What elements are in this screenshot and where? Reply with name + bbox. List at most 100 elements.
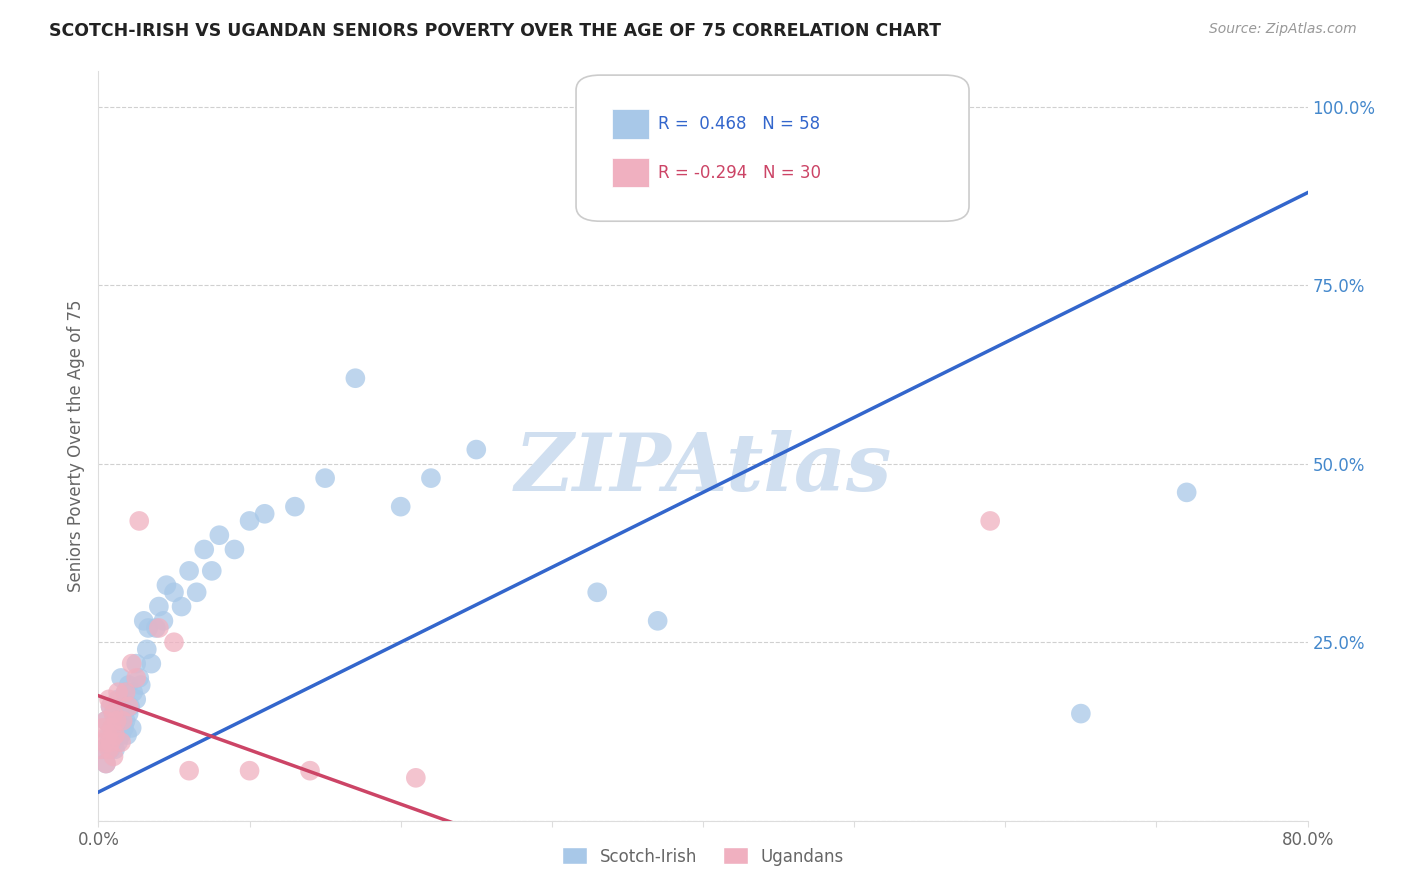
Point [128,514,150,528]
Point [129,678,152,692]
Point [389,500,412,514]
Point [163,585,186,599]
Point [148,621,170,635]
Text: SCOTCH-IRISH VS UGANDAN SENIORS POVERTY OVER THE AGE OF 75 CORRELATION CHART: SCOTCH-IRISH VS UGANDAN SENIORS POVERTY … [49,22,941,40]
Point [239,764,262,778]
Point [163,635,186,649]
Point [179,764,201,778]
Point [101,728,124,742]
Point [114,714,136,728]
Point [201,564,224,578]
Point [193,542,215,557]
Point [299,764,322,778]
Point [111,714,134,728]
Point [1070,706,1092,721]
Point [107,692,129,706]
FancyBboxPatch shape [613,109,648,139]
Point [344,371,367,385]
Point [100,735,122,749]
Point [93,735,115,749]
Point [132,614,155,628]
Point [118,678,141,692]
Point [110,728,132,742]
Point [420,471,443,485]
Point [98,742,121,756]
Text: ZIPAtlas: ZIPAtlas [515,430,891,508]
Point [110,735,132,749]
Point [253,507,276,521]
Text: R = -0.294   N = 30: R = -0.294 N = 30 [658,163,821,181]
Point [128,671,150,685]
Point [112,721,135,735]
Point [314,471,336,485]
Point [125,692,148,706]
Text: R =  0.468   N = 58: R = 0.468 N = 58 [658,115,820,133]
Point [94,756,117,771]
Point [91,742,114,756]
Point [98,728,121,742]
Point [979,514,1001,528]
Point [118,699,141,714]
Point [239,514,262,528]
Point [125,671,148,685]
Point [94,714,117,728]
Point [224,542,246,557]
FancyBboxPatch shape [576,75,969,221]
Point [107,685,129,699]
Y-axis label: Seniors Poverty Over the Age of 75: Seniors Poverty Over the Age of 75 [66,300,84,592]
Point [103,749,125,764]
Point [186,585,208,599]
Point [141,657,163,671]
Point [115,728,138,742]
Point [647,614,669,628]
Point [586,585,609,599]
Point [148,599,170,614]
Point [103,706,125,721]
Point [121,657,143,671]
Point [100,699,122,714]
Point [624,100,647,114]
Point [101,721,124,735]
Point [125,657,148,671]
Point [91,721,114,735]
Point [121,721,143,735]
Point [1175,485,1198,500]
Point [110,671,132,685]
Text: Source: ZipAtlas.com: Source: ZipAtlas.com [1209,22,1357,37]
Point [90,742,112,756]
Point [120,699,142,714]
Point [118,706,141,721]
Point [692,100,714,114]
Point [100,742,122,756]
Point [94,756,117,771]
FancyBboxPatch shape [613,158,648,187]
Point [114,685,136,699]
Point [122,685,145,699]
Point [103,735,125,749]
Point [103,706,125,721]
Point [96,728,118,742]
Point [152,614,174,628]
Point [465,442,488,457]
Point [104,728,127,742]
Point [145,621,167,635]
Point [94,714,117,728]
Point [136,621,159,635]
Legend: Scotch-Irish, Ugandans: Scotch-Irish, Ugandans [555,841,851,872]
Point [105,721,128,735]
Point [284,500,307,514]
Point [100,699,122,714]
Point [110,699,132,714]
Point [105,714,128,728]
Point [104,742,127,756]
Point [179,564,201,578]
Point [135,642,157,657]
Point [405,771,427,785]
Point [98,692,121,706]
Point [108,714,131,728]
Point [170,599,193,614]
Point [661,100,683,114]
Point [208,528,231,542]
Point [107,735,129,749]
Point [114,685,136,699]
